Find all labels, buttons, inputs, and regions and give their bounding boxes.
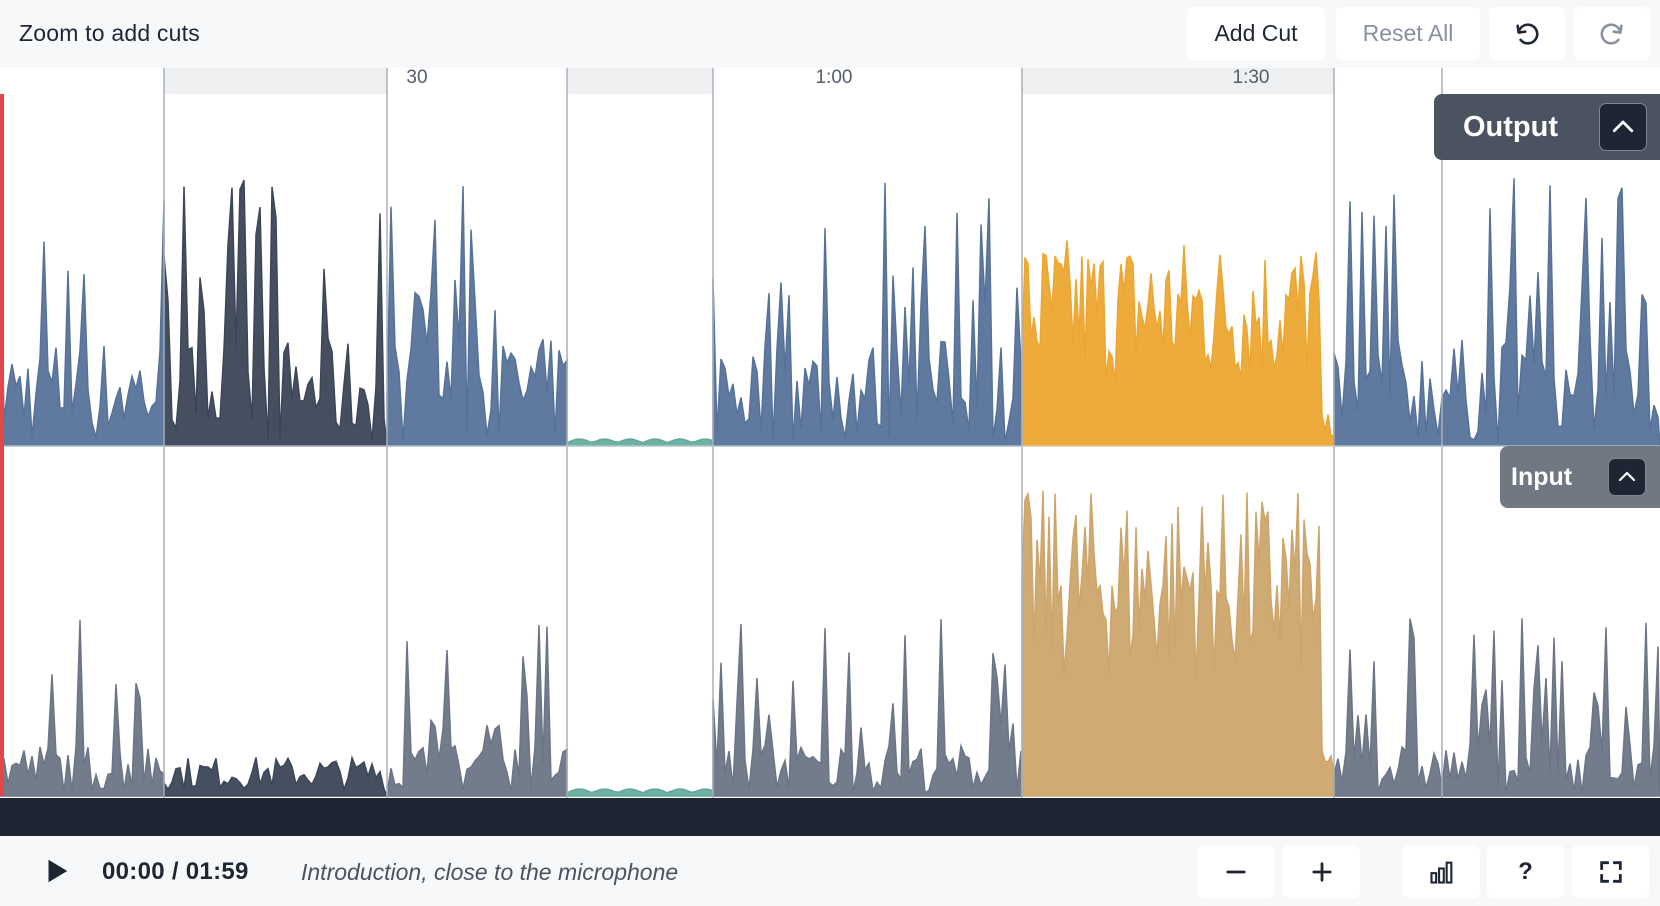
play-button[interactable] [36, 851, 76, 891]
output-label-text: Output [1463, 110, 1559, 143]
output-waveform [0, 178, 1660, 447]
fullscreen-button[interactable] [1572, 845, 1649, 898]
tick-label-1-00: 1:00 [816, 68, 853, 88]
help-button[interactable]: ? [1487, 845, 1564, 898]
waveform-editor[interactable]: 30 1:00 1:30 [0, 68, 1660, 798]
input-label-text: Input [1511, 462, 1573, 491]
redo-icon [1600, 22, 1623, 45]
output-track-label: Output [1434, 94, 1660, 160]
redo-button[interactable] [1574, 7, 1650, 60]
input-waveform [0, 490, 1660, 797]
segment-description: Introduction, close to the microphone [301, 859, 679, 885]
waveform-segment [712, 182, 1023, 447]
help-label: ? [1518, 857, 1533, 885]
waveform-segment [1021, 240, 1335, 447]
playhead [0, 94, 4, 796]
waveform-canvas[interactable]: 30 1:00 1:30 [0, 68, 1660, 798]
tick-label-1-30: 1:30 [1233, 68, 1270, 88]
waveform-segment [566, 438, 715, 447]
input-track-label: Input [1500, 446, 1660, 508]
waveform-segment [163, 179, 388, 447]
play-icon [48, 859, 68, 883]
stats-button[interactable] [1403, 845, 1480, 898]
add-cut-button[interactable]: Add Cut [1187, 7, 1325, 60]
top-toolbar: Zoom to add cuts Add Cut Reset All [0, 0, 1660, 68]
output-collapse-button[interactable] [1599, 103, 1647, 151]
chevron-up-icon [1612, 120, 1634, 133]
waveform-segment [712, 619, 1023, 797]
scroll-overview-bar[interactable] [0, 798, 1660, 836]
plus-icon [1311, 861, 1332, 882]
waveform-segment [1333, 178, 1660, 447]
waveform-segment [0, 186, 165, 447]
timeline-ruler [164, 68, 1334, 94]
time-display: 00:00 / 01:59 [102, 858, 249, 885]
undo-icon [1516, 22, 1539, 45]
input-collapse-button[interactable] [1608, 458, 1646, 496]
undo-button[interactable] [1489, 7, 1565, 60]
chevron-up-icon [1618, 471, 1636, 482]
segment-dividers [0, 68, 1660, 798]
zoom-out-button[interactable] [1197, 845, 1274, 898]
waveform-segment [1333, 618, 1660, 797]
reset-all-button[interactable]: Reset All [1336, 7, 1480, 60]
player-bar: 00:00 / 01:59 Introduction, close to the… [0, 836, 1660, 906]
zoom-in-button[interactable] [1283, 845, 1360, 898]
waveform-segment [0, 619, 165, 797]
waveform-segment [386, 186, 568, 447]
waveform-segment [1021, 490, 1335, 797]
fullscreen-icon [1599, 860, 1622, 883]
zoom-hint: Zoom to add cuts [19, 20, 200, 46]
bar-chart-icon [1429, 861, 1452, 884]
minus-icon [1225, 870, 1246, 873]
waveform-segment [163, 755, 389, 797]
waveform-segment [386, 624, 568, 797]
tick-label-30: 30 [406, 68, 427, 88]
waveform-segment [566, 788, 715, 797]
